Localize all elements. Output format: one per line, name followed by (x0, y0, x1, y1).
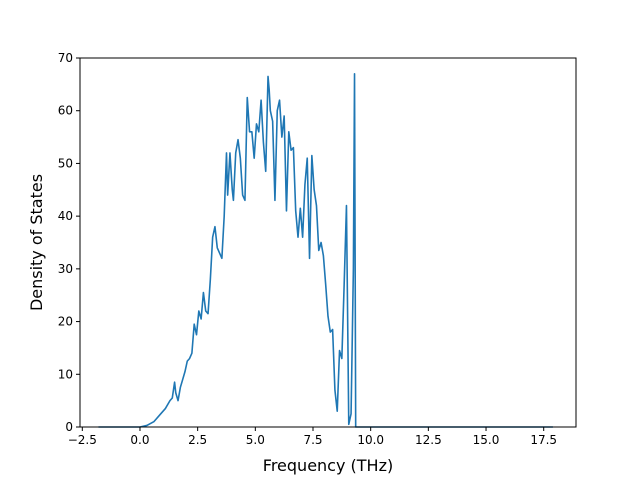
x-tick-label: 2.5 (188, 433, 207, 447)
x-tick-label: 0.0 (130, 433, 149, 447)
y-tick-label: 40 (58, 209, 73, 223)
x-tick-label: 7.5 (303, 433, 322, 447)
x-tick-label: −2.5 (68, 433, 97, 447)
y-tick-label: 30 (58, 262, 73, 276)
x-tick-label: 15.0 (473, 433, 500, 447)
x-axis: −2.5 0.0 2.5 5.0 7.5 10.0 12.5 15.0 17.5 (68, 427, 557, 447)
y-tick-label: 10 (58, 367, 73, 381)
plot-area (80, 58, 576, 427)
y-tick-label: 20 (58, 315, 73, 329)
x-axis-label: Frequency (THz) (263, 456, 393, 475)
y-axis-label: Density of States (27, 174, 46, 311)
y-axis: 0 10 20 30 40 50 60 70 (58, 51, 80, 434)
series-layer (98, 73, 553, 428)
y-tick-label: 70 (58, 51, 73, 65)
x-tick-label: 17.5 (530, 433, 557, 447)
series-line-1 (98, 73, 553, 428)
y-tick-label: 60 (58, 104, 73, 118)
x-tick-label: 5.0 (246, 433, 265, 447)
x-tick-label: 12.5 (415, 433, 442, 447)
y-tick-label: 0 (65, 420, 73, 434)
y-tick-label: 50 (58, 156, 73, 170)
x-tick-label: 10.0 (357, 433, 384, 447)
plot-frame (79, 57, 577, 428)
